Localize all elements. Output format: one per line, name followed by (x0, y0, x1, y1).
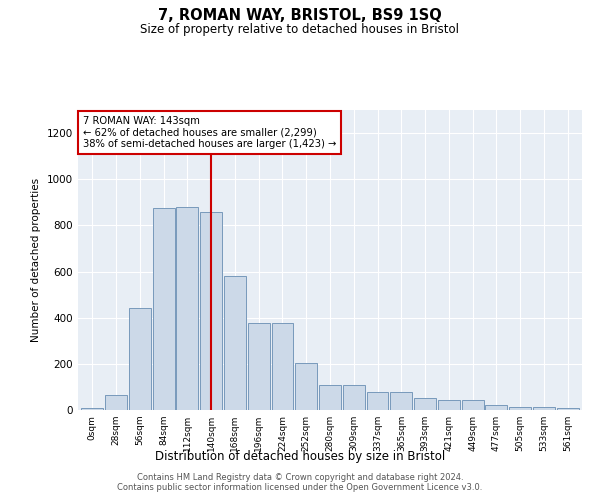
Bar (414, 398, 436, 410)
Bar (200, 212, 222, 410)
Bar (129, 308, 151, 410)
Bar (152, 208, 175, 410)
Bar (176, 207, 198, 410)
Text: Size of property relative to detached houses in Bristol: Size of property relative to detached ho… (140, 22, 460, 36)
Bar (509, 406, 531, 410)
Bar (533, 406, 555, 410)
Bar (248, 324, 269, 410)
Y-axis label: Number of detached properties: Number of detached properties (31, 178, 41, 342)
Bar (391, 392, 412, 410)
Text: Contains HM Land Registry data © Crown copyright and database right 2024.
Contai: Contains HM Land Registry data © Crown c… (118, 473, 482, 492)
Bar (462, 400, 484, 410)
Bar (295, 362, 317, 410)
Bar (105, 395, 127, 410)
Bar (319, 384, 341, 410)
Bar (367, 392, 388, 410)
Bar (438, 400, 460, 410)
Bar (557, 408, 578, 410)
Bar (82, 408, 103, 410)
Bar (343, 384, 365, 410)
Bar (485, 406, 508, 410)
Text: 7, ROMAN WAY, BRISTOL, BS9 1SQ: 7, ROMAN WAY, BRISTOL, BS9 1SQ (158, 8, 442, 22)
Text: Distribution of detached houses by size in Bristol: Distribution of detached houses by size … (155, 450, 445, 463)
Bar (224, 276, 246, 410)
Bar (272, 324, 293, 410)
Text: 7 ROMAN WAY: 143sqm
← 62% of detached houses are smaller (2,299)
38% of semi-det: 7 ROMAN WAY: 143sqm ← 62% of detached ho… (83, 116, 337, 149)
